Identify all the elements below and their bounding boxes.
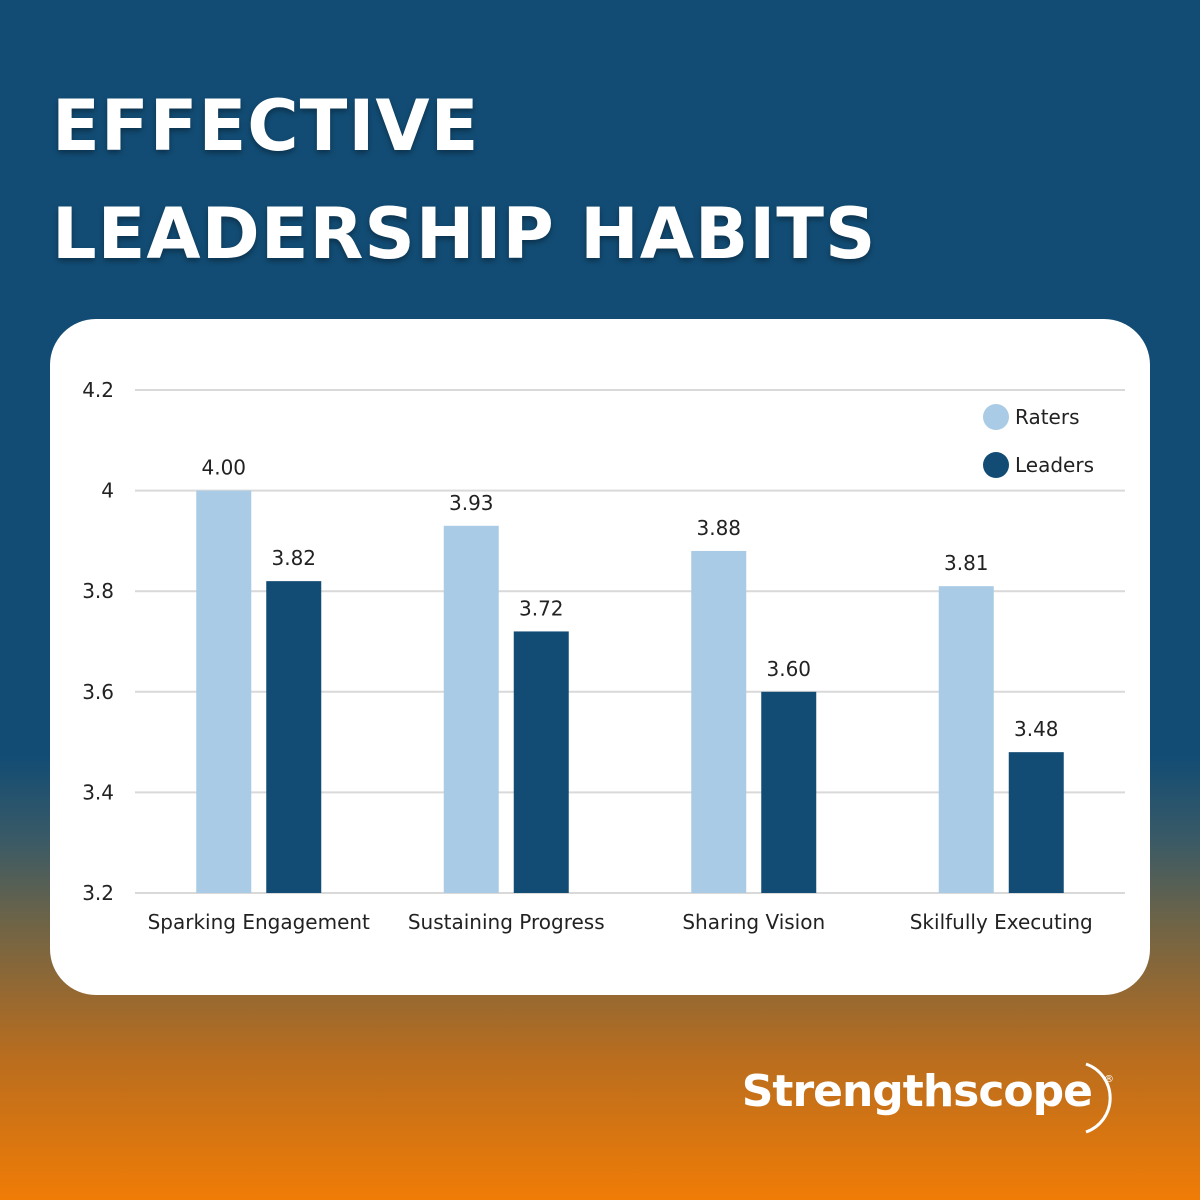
- y-tick-label: 4.2: [82, 378, 114, 402]
- legend-marker-leaders: [983, 452, 1009, 478]
- title-line-1: EFFECTIVE: [52, 85, 480, 167]
- data-label: 4.00: [201, 456, 246, 480]
- bar-leaders: [761, 691, 817, 893]
- y-tick-label: 3.8: [82, 579, 114, 603]
- y-tick-label: 4: [101, 479, 114, 503]
- brand-name: Strengthscope: [741, 1066, 1093, 1117]
- bar-leaders: [266, 581, 322, 893]
- registered-mark: ®: [1104, 1074, 1114, 1085]
- bar-leaders: [1008, 752, 1064, 893]
- data-label: 3.72: [519, 596, 564, 620]
- legend-label: Raters: [1015, 405, 1080, 429]
- x-tick-label: Sharing Vision: [682, 910, 825, 934]
- data-label: 3.93: [449, 491, 494, 515]
- chart-card: 3.2 3.4 3.6 3.8 4 4.2 4.00 3.82 Sparking Engagem…: [50, 319, 1150, 995]
- x-tick-label: Skilfully Executing: [910, 910, 1093, 934]
- data-label: 3.81: [944, 551, 989, 575]
- bar-raters: [938, 586, 994, 893]
- page-title: EFFECTIVE LEADERSHIP HABITS: [52, 72, 876, 288]
- strengthscope-logo: Strengthscope ®: [742, 1058, 1144, 1138]
- legend-marker-raters: [983, 404, 1009, 430]
- data-label: 3.60: [766, 657, 811, 681]
- bar-chart: 3.2 3.4 3.6 3.8 4 4.2 4.00 3.82 Sparking Engagem…: [82, 378, 1125, 934]
- data-label: 3.88: [696, 516, 741, 540]
- bar-leaders: [513, 631, 569, 893]
- data-label: 3.82: [271, 546, 316, 570]
- logo-arc-icon: ®: [1085, 1062, 1114, 1134]
- y-tick-label: 3.2: [82, 881, 114, 905]
- x-tick-label: Sustaining Progress: [408, 910, 605, 934]
- data-label: 3.48: [1014, 717, 1059, 741]
- x-tick-label: Sparking Engagement: [148, 910, 370, 934]
- legend-label: Leaders: [1015, 453, 1094, 477]
- bar-raters: [443, 525, 499, 893]
- y-tick-label: 3.4: [82, 780, 114, 804]
- y-tick-label: 3.6: [82, 680, 114, 704]
- bar-raters: [196, 490, 252, 893]
- title-line-2: LEADERSHIP HABITS: [52, 193, 877, 275]
- bar-raters: [691, 550, 747, 893]
